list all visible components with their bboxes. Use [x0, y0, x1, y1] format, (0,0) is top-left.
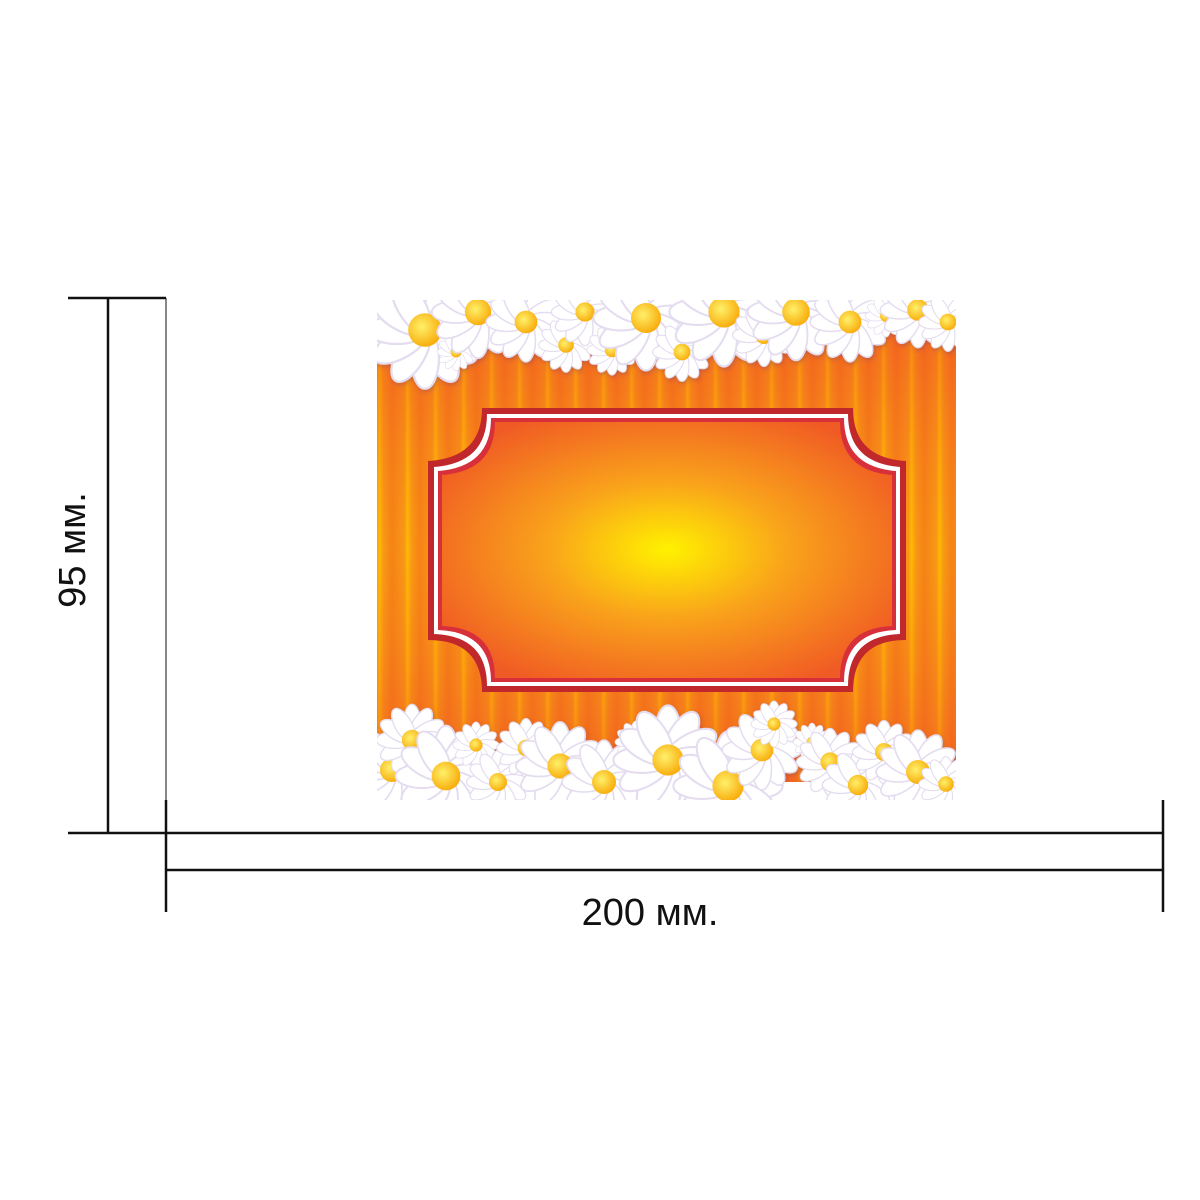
frame-center-panel — [442, 422, 892, 678]
bottom-daisy-border — [377, 700, 956, 800]
width-label: 200 мм. — [582, 892, 719, 934]
width-dimension — [164, 800, 1165, 912]
label-artwork — [377, 300, 956, 800]
height-label: 95 мм. — [52, 492, 94, 608]
top-daisy-border — [377, 300, 956, 391]
height-dimension — [68, 296, 167, 835]
